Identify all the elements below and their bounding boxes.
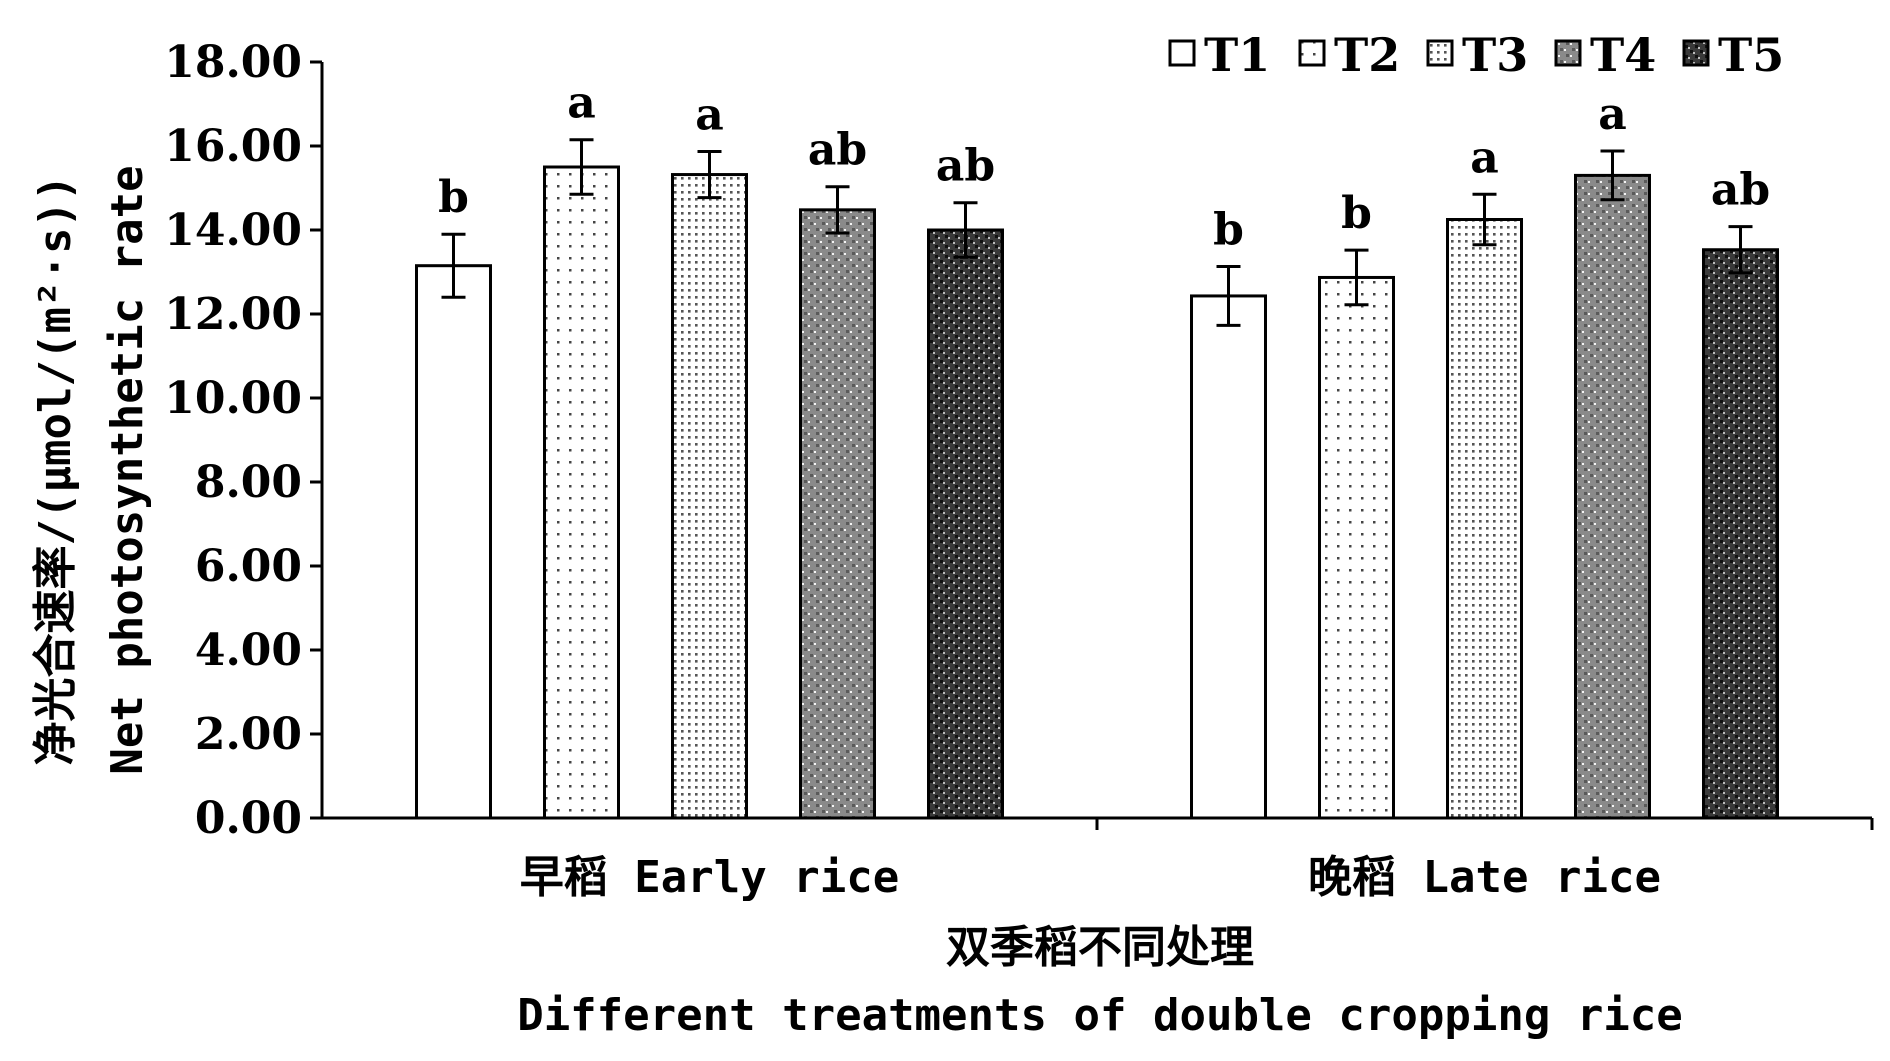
x-category-label: 早稻 Early rice [520,852,899,903]
bar-t2 [543,165,620,820]
y-tick-label: 14.00 [164,205,302,256]
y-axis-title-cn: 净光合速率/(μmol/(m²·s)) [30,175,81,766]
significance-label: ab [808,125,867,176]
legend-swatch-t3 [1426,39,1454,67]
significance-label: a [1598,89,1627,140]
legend-label-t3: T3 [1462,28,1528,82]
legend-swatch-t5 [1682,39,1710,67]
legend-label-t2: T2 [1334,28,1400,82]
significance-label: b [438,172,469,223]
legend-swatch-t1 [1168,39,1196,67]
x-category-label: 晚稻 Late rice [1308,852,1661,903]
y-tick-label: 16.00 [164,121,302,172]
significance-label: b [1213,205,1244,256]
y-tick-label: 10.00 [164,373,302,424]
significance-label: ab [936,141,995,192]
bar-t3 [1446,218,1523,820]
significance-label: b [1341,188,1372,239]
bar-t4 [799,208,876,820]
legend-swatch-t4 [1554,39,1582,67]
y-tick-label: 18.00 [164,37,302,88]
legend-swatch-t2 [1298,39,1326,67]
bar-t5 [1702,248,1779,820]
legend-label-t1: T1 [1204,28,1270,82]
y-tick-label: 12.00 [164,289,302,340]
bar-t1 [1190,294,1267,820]
legend-label-t4: T4 [1590,28,1656,82]
x-axis-title-en: Different treatments of double cropping … [517,990,1683,1041]
bar-t4 [1574,173,1651,820]
y-axis-title-en: Net photosynthetic rate [102,165,153,774]
bar-t3 [671,173,748,820]
y-tick-label: 0.00 [195,793,302,844]
y-tick-label: 4.00 [195,625,302,676]
y-tick-label: 6.00 [195,541,302,592]
bar-t5 [927,228,1004,820]
significance-label: a [567,78,596,129]
significance-label: a [695,89,724,140]
y-tick-label: 8.00 [195,457,302,508]
x-axis-title-cn: 双季稻不同处理 [946,922,1254,973]
y-tick-label: 2.00 [195,709,302,760]
legend-label-t5: T5 [1718,28,1784,82]
significance-label: a [1470,132,1499,183]
bar-t2 [1318,275,1395,820]
significance-label: ab [1711,165,1770,216]
bar-t1 [415,264,492,820]
